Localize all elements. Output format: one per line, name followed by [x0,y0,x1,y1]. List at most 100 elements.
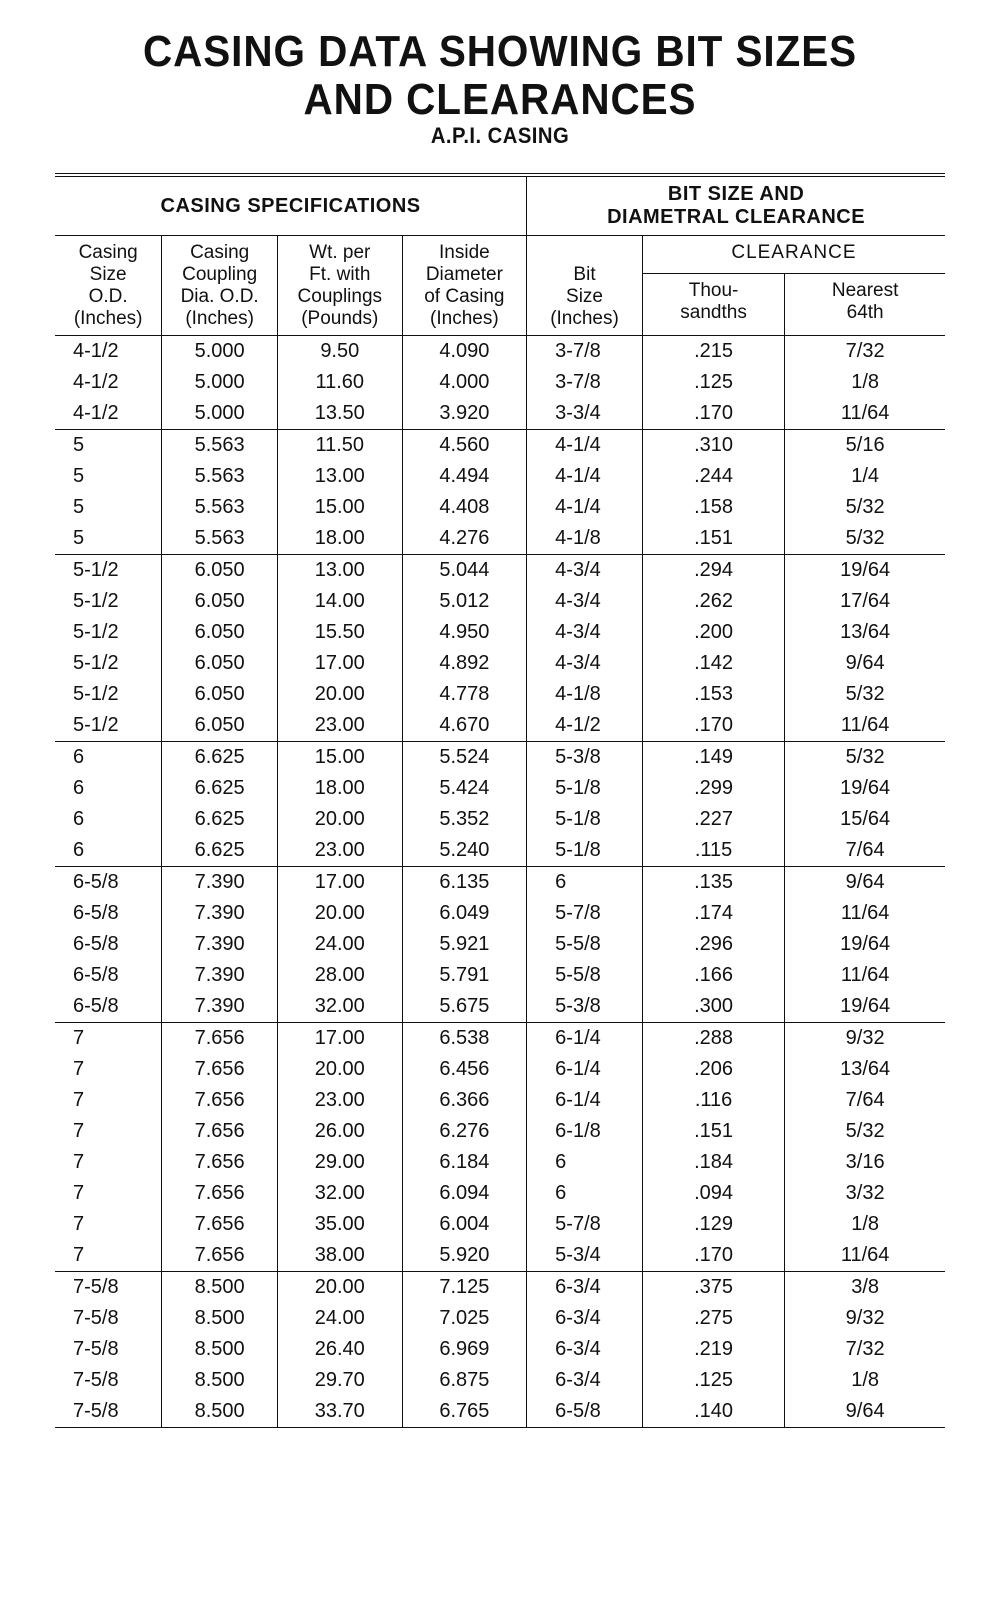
table-cell: 5.012 [402,586,527,617]
table-cell: 6 [55,835,162,867]
table-cell: 17.00 [277,867,402,899]
table-cell: .151 [642,1116,784,1147]
table-cell: 5-1/2 [55,679,162,710]
table-cell: .094 [642,1178,784,1209]
table-cell: .300 [642,991,784,1023]
table-cell: 7 [55,1116,162,1147]
table-cell: 5.920 [402,1240,527,1272]
table-cell: 24.00 [277,929,402,960]
table-row: 6-5/87.39028.005.7915-5/8.16611/64 [55,960,945,991]
table-cell: .142 [642,648,784,679]
table-cell: 7/64 [785,1085,945,1116]
table-cell: 5-3/8 [527,991,643,1023]
table-cell: .244 [642,461,784,492]
table-cell: 5-1/8 [527,773,643,804]
table-cell: 7.656 [162,1116,278,1147]
table-cell: 5.424 [402,773,527,804]
table-cell: .135 [642,867,784,899]
table-cell: 5/16 [785,430,945,462]
col-header-clearance: CLEARANCE [642,236,945,274]
table-cell: 23.00 [277,835,402,867]
table-cell: 6-3/4 [527,1334,643,1365]
table-cell: 9.50 [277,336,402,368]
table-cell: 6.050 [162,648,278,679]
table-cell: 13/64 [785,617,945,648]
table-cell: .215 [642,336,784,368]
table-cell: 6-5/8 [55,898,162,929]
table-cell: 4.560 [402,430,527,462]
table-cell: 6-5/8 [55,991,162,1023]
group-header-right-l1: BIT SIZE AND [668,183,804,205]
table-cell: 6-1/4 [527,1054,643,1085]
page-title: CASING DATA SHOWING BIT SIZES AND CLEARA… [91,28,910,123]
group-header-right-l2: DIAMETRAL CLEARANCE [607,206,865,228]
table-row: 66.62515.005.5245-3/8.1495/32 [55,742,945,774]
table-cell: 6-3/4 [527,1365,643,1396]
table-cell: .153 [642,679,784,710]
table-cell: 4.090 [402,336,527,368]
table-cell: 17.00 [277,1023,402,1055]
table-cell: 26.00 [277,1116,402,1147]
table-cell: 7.656 [162,1147,278,1178]
table-cell: 6.456 [402,1054,527,1085]
table-cell: 6-1/8 [527,1116,643,1147]
table-cell: 6.625 [162,804,278,835]
table-row: 4-1/25.00011.604.0003-7/8.1251/8 [55,367,945,398]
col-header-thousandths: Thou- sandths [642,274,784,336]
table-cell: 5/32 [785,523,945,555]
table-cell: .294 [642,555,784,587]
table-cell: 9/32 [785,1023,945,1055]
table-cell: 5-1/8 [527,804,643,835]
table-cell: 5.524 [402,742,527,774]
table-cell: 5/32 [785,492,945,523]
table-cell: .151 [642,523,784,555]
table-cell: 6.625 [162,742,278,774]
table-cell: 15.50 [277,617,402,648]
table-row: 55.56311.504.5604-1/4.3105/16 [55,430,945,462]
table-cell: 4.778 [402,679,527,710]
table-cell: 5.352 [402,804,527,835]
table-cell: 1/8 [785,1209,945,1240]
table-cell: 6.135 [402,867,527,899]
table-row: 77.65623.006.3666-1/4.1167/64 [55,1085,945,1116]
table-cell: 4-3/4 [527,617,643,648]
table-row: 77.65620.006.4566-1/4.20613/64 [55,1054,945,1085]
table-row: 7-5/88.50026.406.9696-3/4.2197/32 [55,1334,945,1365]
col-header-casing-size: Casing Size O.D. (Inches) [55,236,162,336]
table-cell: 7.390 [162,960,278,991]
table-cell: .116 [642,1085,784,1116]
table-cell: 35.00 [277,1209,402,1240]
table-cell: 4-3/4 [527,648,643,679]
table-cell: 7.390 [162,898,278,929]
table-cell: 5-3/4 [527,1240,643,1272]
table-row: 66.62520.005.3525-1/8.22715/64 [55,804,945,835]
table-cell: 4-1/2 [55,398,162,430]
table-cell: .206 [642,1054,784,1085]
table-cell: 4-3/4 [527,586,643,617]
table-cell: 7-5/8 [55,1272,162,1304]
table-cell: 7 [55,1023,162,1055]
table-row: 4-1/25.0009.504.0903-7/8.2157/32 [55,336,945,368]
table-cell: 20.00 [277,804,402,835]
table-cell: 11/64 [785,960,945,991]
table-cell: 5/32 [785,1116,945,1147]
table-cell: 29.70 [277,1365,402,1396]
table-cell: 8.500 [162,1272,278,1304]
table-row: 77.65635.006.0045-7/8.1291/8 [55,1209,945,1240]
table-cell: 5-1/2 [55,555,162,587]
table-row: 55.56318.004.2764-1/8.1515/32 [55,523,945,555]
table-cell: .170 [642,710,784,742]
table-cell: 5.000 [162,398,278,430]
table-cell: 5.563 [162,430,278,462]
table-cell: 8.500 [162,1365,278,1396]
table-cell: 11/64 [785,398,945,430]
table-cell: 9/64 [785,867,945,899]
table-cell: 7.656 [162,1178,278,1209]
table-row: 7-5/88.50024.007.0256-3/4.2759/32 [55,1303,945,1334]
table-cell: 5-7/8 [527,1209,643,1240]
table-row: 66.62523.005.2405-1/8.1157/64 [55,835,945,867]
table-row: 6-5/87.39020.006.0495-7/8.17411/64 [55,898,945,929]
table-cell: 4.670 [402,710,527,742]
table-cell: .158 [642,492,784,523]
table-cell: 3/8 [785,1272,945,1304]
